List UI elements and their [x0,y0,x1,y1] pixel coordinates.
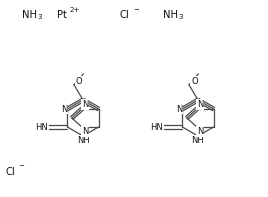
Text: N: N [61,104,68,113]
Text: N: N [82,100,88,109]
Text: O: O [191,77,198,86]
Text: NH: NH [77,136,89,145]
Text: N: N [197,100,203,109]
Text: 2+: 2+ [70,7,80,13]
Text: Cl: Cl [5,167,15,177]
Text: O: O [76,77,83,86]
Text: −: − [133,7,139,13]
Text: N: N [197,127,203,136]
Text: NH: NH [163,10,178,20]
Text: N: N [176,104,183,113]
Text: Pt: Pt [57,10,67,20]
Text: 3: 3 [178,14,183,20]
Text: N: N [82,127,88,136]
Text: Cl: Cl [120,10,130,20]
Text: NH: NH [22,10,37,20]
Text: HN: HN [150,123,162,132]
Text: −: − [18,163,24,169]
Text: 3: 3 [37,14,42,20]
Text: HN: HN [35,123,47,132]
Text: NH: NH [192,136,204,145]
